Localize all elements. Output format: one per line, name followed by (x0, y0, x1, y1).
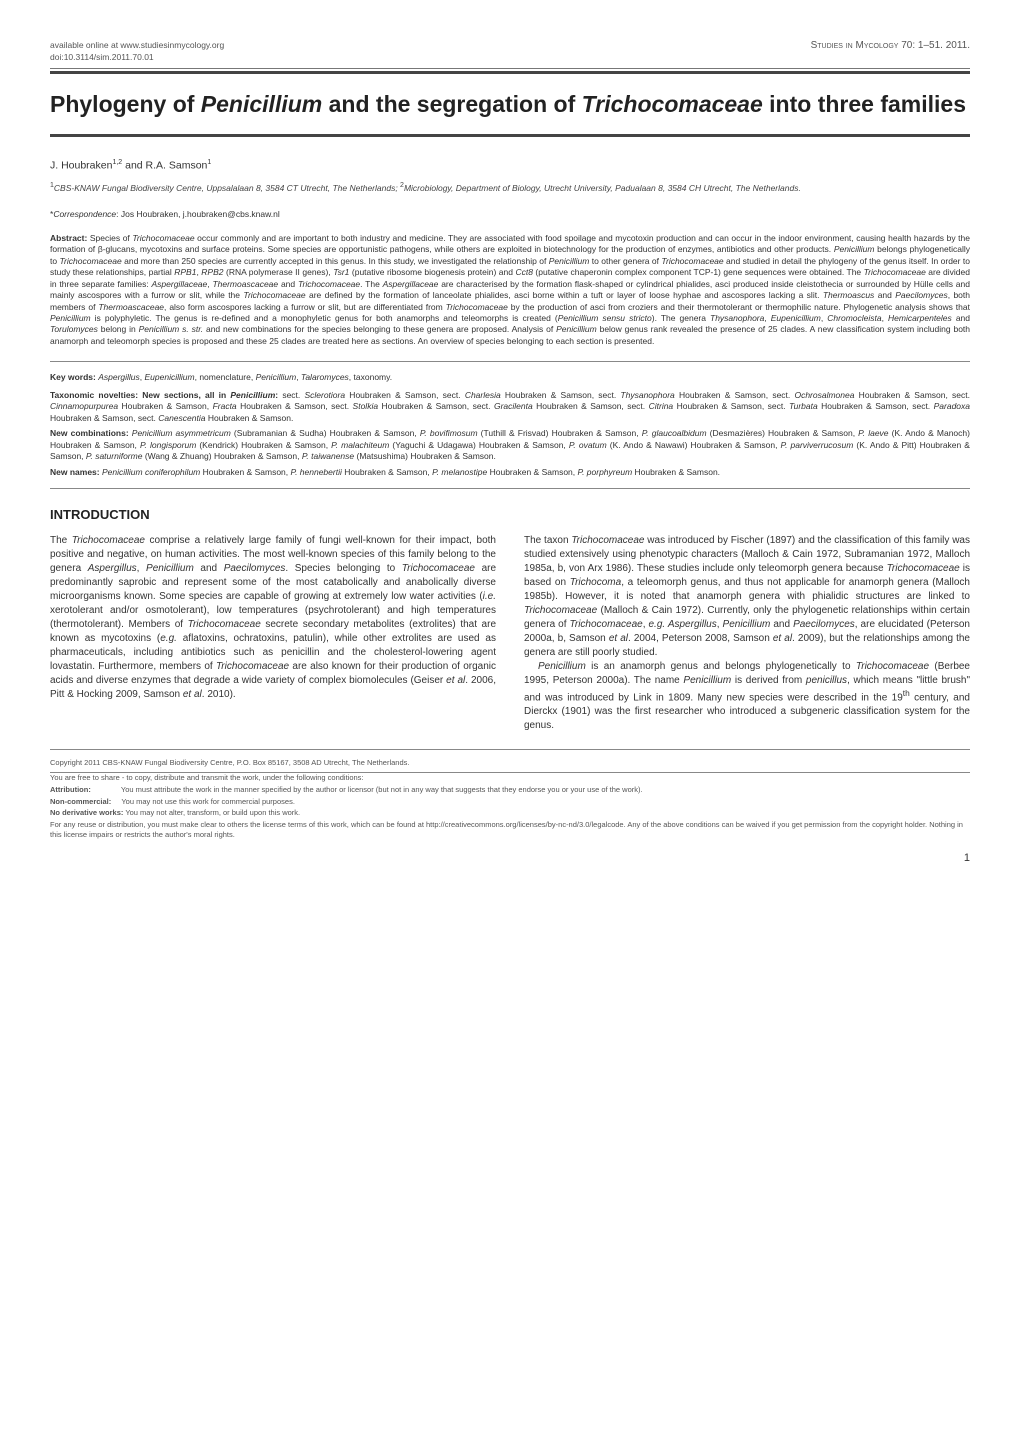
taxonomic-novelties: Taxonomic novelties: New sections, all i… (50, 390, 970, 424)
body-columns: The Trichocomaceae comprise a relatively… (50, 534, 970, 733)
attribution-text: You must attribute the work in the manne… (121, 785, 643, 794)
column-left: The Trichocomaceae comprise a relatively… (50, 534, 496, 733)
header-doi: doi:10.3114/sim.2011.70.01 (50, 52, 224, 62)
title-rule-top (50, 71, 970, 74)
new-names-label: New names: (50, 467, 100, 477)
noderiv-text: You may not alter, transform, or build u… (125, 808, 300, 817)
noderiv-line: No derivative works: You may not alter, … (50, 808, 970, 818)
noncom-label: Non-commercial: (50, 797, 111, 806)
copyright-line: Copyright 2011 CBS-KNAW Fungal Biodivers… (50, 758, 970, 768)
column-right: The taxon Trichocomaceae was introduced … (524, 534, 970, 733)
novelties-label: Taxonomic novelties: New sections, all i… (50, 390, 278, 400)
footer-rule (50, 749, 970, 750)
divider (50, 361, 970, 362)
noncom-text: You may not use this work for commercial… (121, 797, 295, 806)
correspondence: *Correspondence: Jos Houbraken, j.houbra… (50, 209, 970, 219)
divider (50, 488, 970, 489)
share-line: You are free to share - to copy, distrib… (50, 773, 970, 783)
page-number: 1 (50, 852, 970, 864)
journal-citation: Studies in Mycology 70: 1–51. 2011. (811, 40, 970, 51)
new-names: New names: Penicillium coniferophilum Ho… (50, 467, 970, 478)
introduction-heading: INTRODUCTION (50, 507, 970, 522)
abstract-label: Abstract: (50, 233, 87, 243)
noncom-line: Non-commercial: You may not use this wor… (50, 797, 970, 807)
copyright-block: Copyright 2011 CBS-KNAW Fungal Biodivers… (50, 758, 970, 839)
noderiv-label: No derivative works: (50, 808, 123, 817)
title-rule-bottom (50, 134, 970, 137)
affiliation: 1CBS-KNAW Fungal Biodiversity Centre, Up… (50, 181, 970, 194)
authors: J. Houbraken1,2 and R.A. Samson1 (50, 159, 970, 172)
attribution-line: Attribution: You must attribute the work… (50, 785, 970, 795)
reuse-line: For any reuse or distribution, you must … (50, 820, 970, 840)
keywords: Key words: Aspergillus, Eupenicillium, n… (50, 372, 970, 383)
new-comb-label: New combinations: (50, 428, 129, 438)
attribution-label: Attribution: (50, 785, 91, 794)
abstract: Abstract: Species of Trichocomaceae occu… (50, 233, 970, 348)
header-url: available online at www.studiesinmycolog… (50, 40, 224, 50)
keywords-text: Aspergillus, Eupenicillium, nomenclature… (98, 372, 392, 382)
new-comb-text: Penicillium asymmetricum (Subramanian & … (50, 428, 970, 461)
new-combinations: New combinations: Penicillium asymmetric… (50, 428, 970, 462)
abstract-text: Species of Trichocomaceae occur commonly… (50, 233, 970, 346)
keywords-label: Key words: (50, 372, 96, 382)
intro-paragraph-3: Penicillium is an anamorph genus and bel… (524, 660, 970, 733)
page-header: available online at www.studiesinmycolog… (50, 40, 970, 69)
intro-paragraph-2: The taxon Trichocomaceae was introduced … (524, 534, 970, 660)
new-names-text: Penicillium coniferophilum Houbraken & S… (102, 467, 720, 477)
article-title: Phylogeny of Penicillium and the segrega… (50, 90, 970, 120)
intro-paragraph-1: The Trichocomaceae comprise a relatively… (50, 534, 496, 702)
